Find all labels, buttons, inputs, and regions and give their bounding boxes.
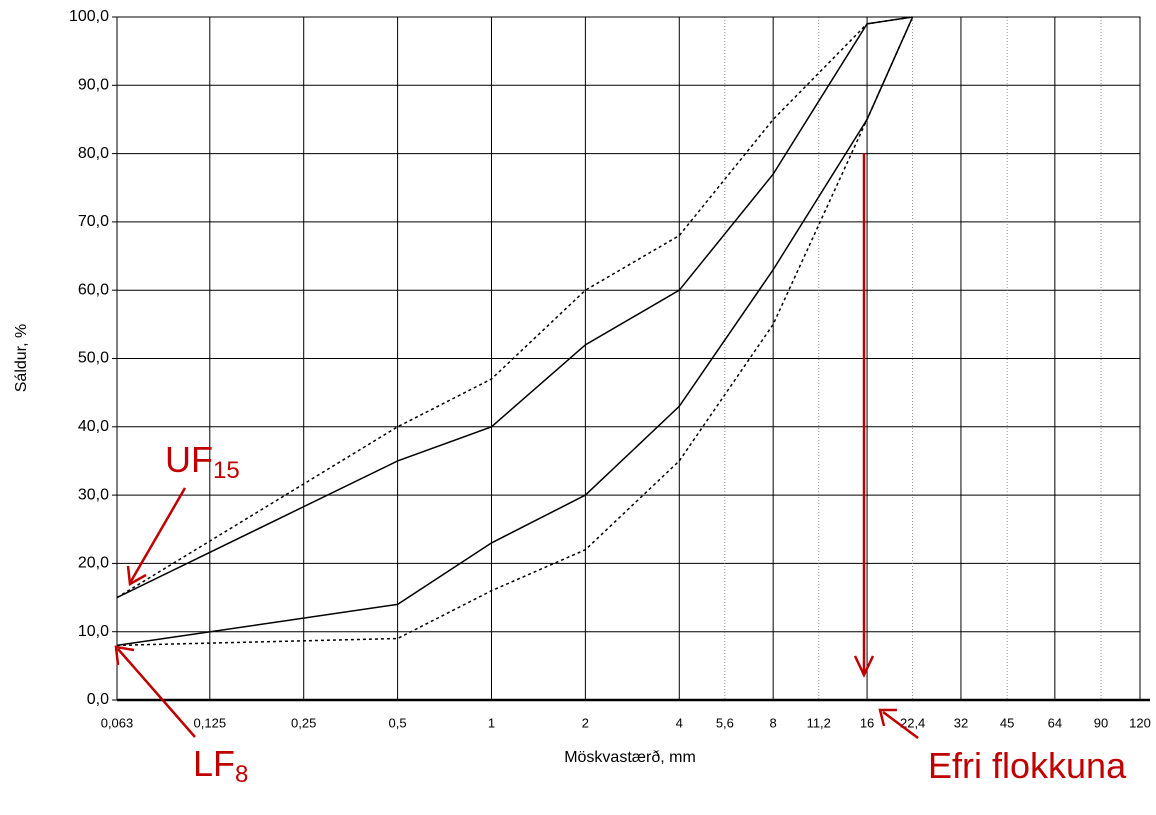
series-line <box>116 16 914 647</box>
y-tick-label: 30,0 <box>78 486 109 503</box>
annotations: UF15 LF8 Efri flokkuna <box>114 153 1127 789</box>
x-tick-label: 1 <box>488 715 495 730</box>
annotation: Efri flokkuna <box>928 745 1127 786</box>
annotation-text: UF <box>165 439 213 480</box>
x-tick-label: 0,25 <box>291 715 316 730</box>
y-tick-label: 80,0 <box>78 145 109 162</box>
x-tick-label: 5,6 <box>716 715 734 730</box>
annotation-subscript: 8 <box>235 761 248 788</box>
series-line <box>116 16 914 647</box>
x-tick-label: 45 <box>1000 715 1014 730</box>
y-tick-label: 0,0 <box>87 691 109 708</box>
y-tick-label: 10,0 <box>78 623 109 640</box>
x-axis-label: Möskvastærð, mm <box>564 749 696 766</box>
y-tick-label: 40,0 <box>78 418 109 435</box>
annotation-text: Efri flokkuna <box>928 745 1127 786</box>
x-tick-label: 4 <box>676 715 683 730</box>
series-line <box>116 16 913 599</box>
x-tick-label: 90 <box>1094 715 1108 730</box>
y-tick-label: 70,0 <box>78 213 109 230</box>
x-tick-label: 0,5 <box>389 715 407 730</box>
x-tick-label: 8 <box>770 715 777 730</box>
x-tick-label: 22,4 <box>900 715 925 730</box>
x-tick-label: 64 <box>1048 715 1062 730</box>
y-tick-label: 60,0 <box>78 281 109 298</box>
annotation: UF15 <box>165 439 240 485</box>
plot: 0,0 10,0 20,0 30,0 40,0 50,0 60,0 70,0 80,0 90,0 1… <box>69 8 1151 730</box>
annotation-text: LF <box>193 743 235 784</box>
x-tick-label: 32 <box>954 715 968 730</box>
y-axis-label: Sáldur, % <box>13 324 30 392</box>
x-tick-label: 0,063 <box>101 715 134 730</box>
series-line <box>116 16 913 599</box>
y-tick-label: 50,0 <box>78 350 109 367</box>
x-tick-label: 11,2 <box>807 715 831 730</box>
annotation-arrows <box>114 153 919 740</box>
y-tick-label: 90,0 <box>78 77 109 94</box>
annotation-subscript: 15 <box>213 457 240 484</box>
y-tick-label: 100,0 <box>69 8 109 25</box>
x-tick-label: 2 <box>582 715 589 730</box>
x-tick-label: 0,125 <box>194 715 227 730</box>
annotation: LF8 <box>193 743 248 789</box>
x-tick-label: 16 <box>860 715 874 730</box>
x-tick-label: 120 <box>1129 715 1151 730</box>
y-tick-label: 20,0 <box>78 555 109 572</box>
